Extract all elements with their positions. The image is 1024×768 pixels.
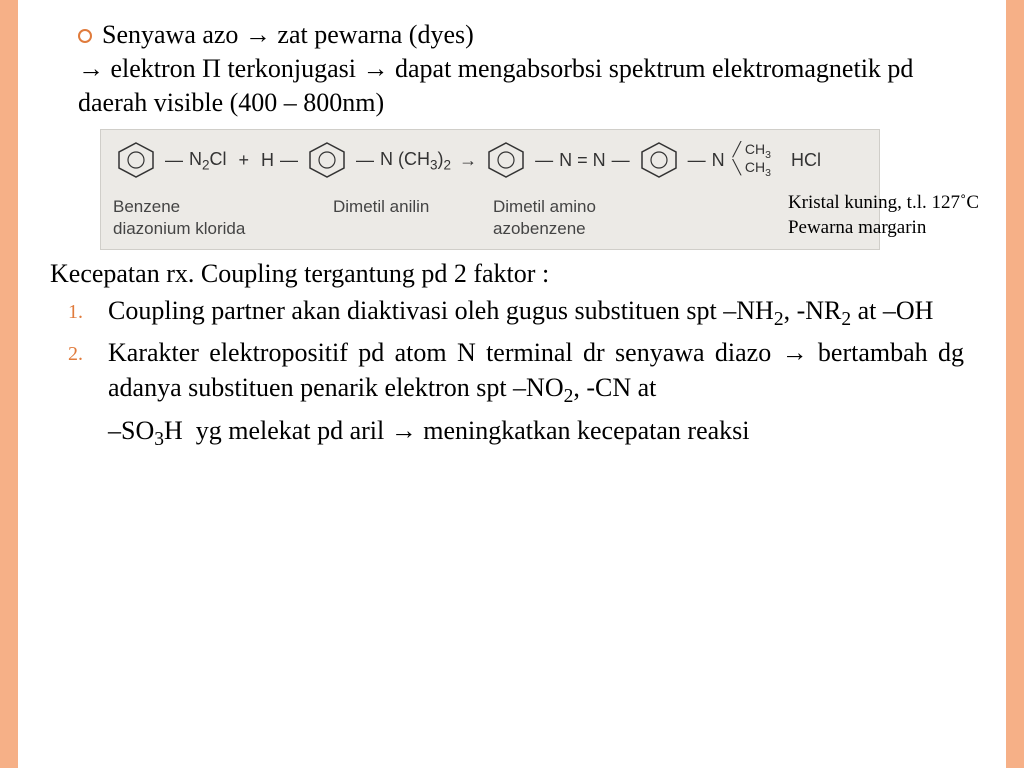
- bond-line: —: [612, 150, 630, 171]
- bullet-text-1: Senyawa azo → zat pewarna (dyes): [102, 18, 474, 52]
- hcl-label: HCl: [791, 150, 821, 171]
- bullet-item-1: Senyawa azo → zat pewarna (dyes): [78, 18, 994, 52]
- reaction-arrow-icon: →: [459, 150, 477, 171]
- bond-line: —: [688, 150, 706, 171]
- list-item-2: 2. Karakter elektropositif pd atom N ter…: [50, 335, 964, 411]
- diazonium-formula: N2Cl: [189, 149, 227, 173]
- annotation-line1: Kristal kuning, t.l. 127˚C: [788, 191, 979, 216]
- slide-border-right: [1006, 0, 1024, 768]
- reaction-equation: — N2Cl + H — — N (CH3)2 → — N = N — — N …: [113, 140, 867, 180]
- product-annotation: Kristal kuning, t.l. 127˚C Pewarna marga…: [788, 191, 979, 240]
- annotation-line2: Pewarna margarin: [788, 216, 979, 241]
- reaction-labels-row: Benzene diazonium klorida Dimetil anilin…: [113, 196, 867, 240]
- list-item-1: 1. Coupling partner akan diaktivasi oleh…: [50, 293, 964, 334]
- label-dimetil-amino-azobenzene: Dimetil amino azobenzene: [493, 196, 663, 240]
- nitrogen-label: N: [712, 150, 725, 171]
- chemical-reaction-figure: — N2Cl + H — — N (CH3)2 → — N = N — — N …: [100, 129, 880, 249]
- bond-line: —: [280, 150, 298, 171]
- benzene-ring-icon: [304, 140, 350, 180]
- paragraph-factors: Kecepatan rx. Coupling tergantung pd 2 f…: [50, 256, 994, 291]
- list-text-1: Coupling partner akan diaktivasi oleh gu…: [108, 293, 964, 334]
- azo-bond: N = N: [559, 150, 606, 171]
- bond-line: —: [165, 150, 183, 171]
- continuation-text: –SO3H yg melekat pd aril → meningkatkan …: [108, 413, 994, 454]
- benzene-ring-icon: [483, 140, 529, 180]
- benzene-ring-icon: [113, 140, 159, 180]
- list-number: 1.: [50, 293, 108, 334]
- slide-content: Senyawa azo → zat pewarna (dyes) → elekt…: [30, 18, 994, 453]
- bond-line: —: [356, 150, 374, 171]
- plus-sign: +: [239, 150, 250, 171]
- label-dimetil-anilin: Dimetil anilin: [333, 196, 493, 240]
- bullet-ring-icon: [78, 29, 92, 43]
- list-number: 2.: [50, 335, 108, 411]
- label-benzene-diazonium: Benzene diazonium klorida: [113, 196, 333, 240]
- dimethyl-branches: ╱ CH3 ╲ CH3: [733, 142, 771, 179]
- slide-border-left: [0, 0, 18, 768]
- list-text-2: Karakter elektropositif pd atom N termin…: [108, 335, 964, 411]
- bond-line: —: [535, 150, 553, 171]
- paragraph-conjugation: → elektron Π terkonjugasi → dapat mengab…: [78, 52, 994, 120]
- hydrogen-label: H: [261, 150, 274, 171]
- benzene-ring-icon: [636, 140, 682, 180]
- numbered-list: 1. Coupling partner akan diaktivasi oleh…: [50, 293, 994, 411]
- dimethyl-formula: N (CH3)2: [380, 149, 451, 173]
